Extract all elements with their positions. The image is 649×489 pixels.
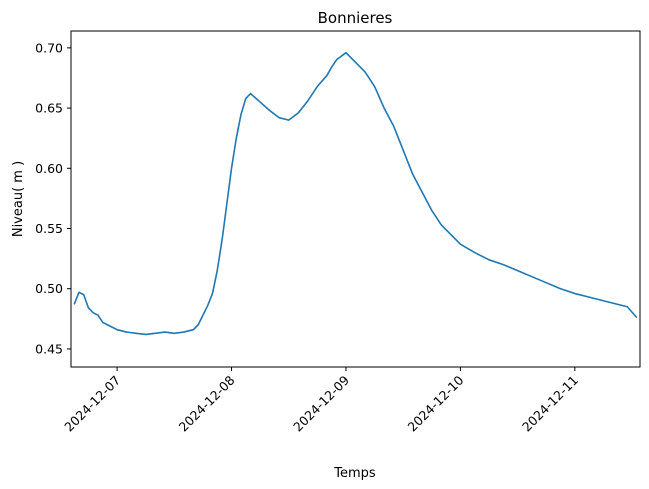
y-axis: 0.45 0.50 0.55 0.60 0.65 0.70	[35, 40, 71, 356]
y-tick-label: 0.45	[35, 341, 63, 356]
y-axis-label: Niveau( m )	[11, 161, 26, 237]
chart-title: Bonnieres	[318, 9, 393, 27]
x-tick-label: 2024-12-09	[290, 372, 352, 434]
y-tick-label: 0.65	[35, 101, 63, 116]
series-line-0	[73, 51, 638, 336]
y-tick-label: 0.50	[35, 281, 63, 296]
x-tick-label: 2024-12-08	[176, 372, 238, 434]
x-tick-label: 2024-12-07	[61, 373, 123, 435]
y-tick-label: 0.70	[35, 40, 63, 55]
x-axis-label: Temps	[333, 466, 376, 481]
x-axis: 2024-12-07 2024-12-08 2024-12-09 2024-12-10…	[61, 367, 581, 434]
y-tick-label: 0.60	[35, 161, 63, 176]
plot-frame	[70, 30, 641, 368]
y-tick-label: 0.55	[35, 221, 63, 236]
x-tick-label: 2024-12-10	[405, 372, 467, 434]
series-group	[73, 51, 638, 336]
plot-area	[73, 51, 638, 336]
x-tick-label: 2024-12-11	[519, 373, 581, 435]
